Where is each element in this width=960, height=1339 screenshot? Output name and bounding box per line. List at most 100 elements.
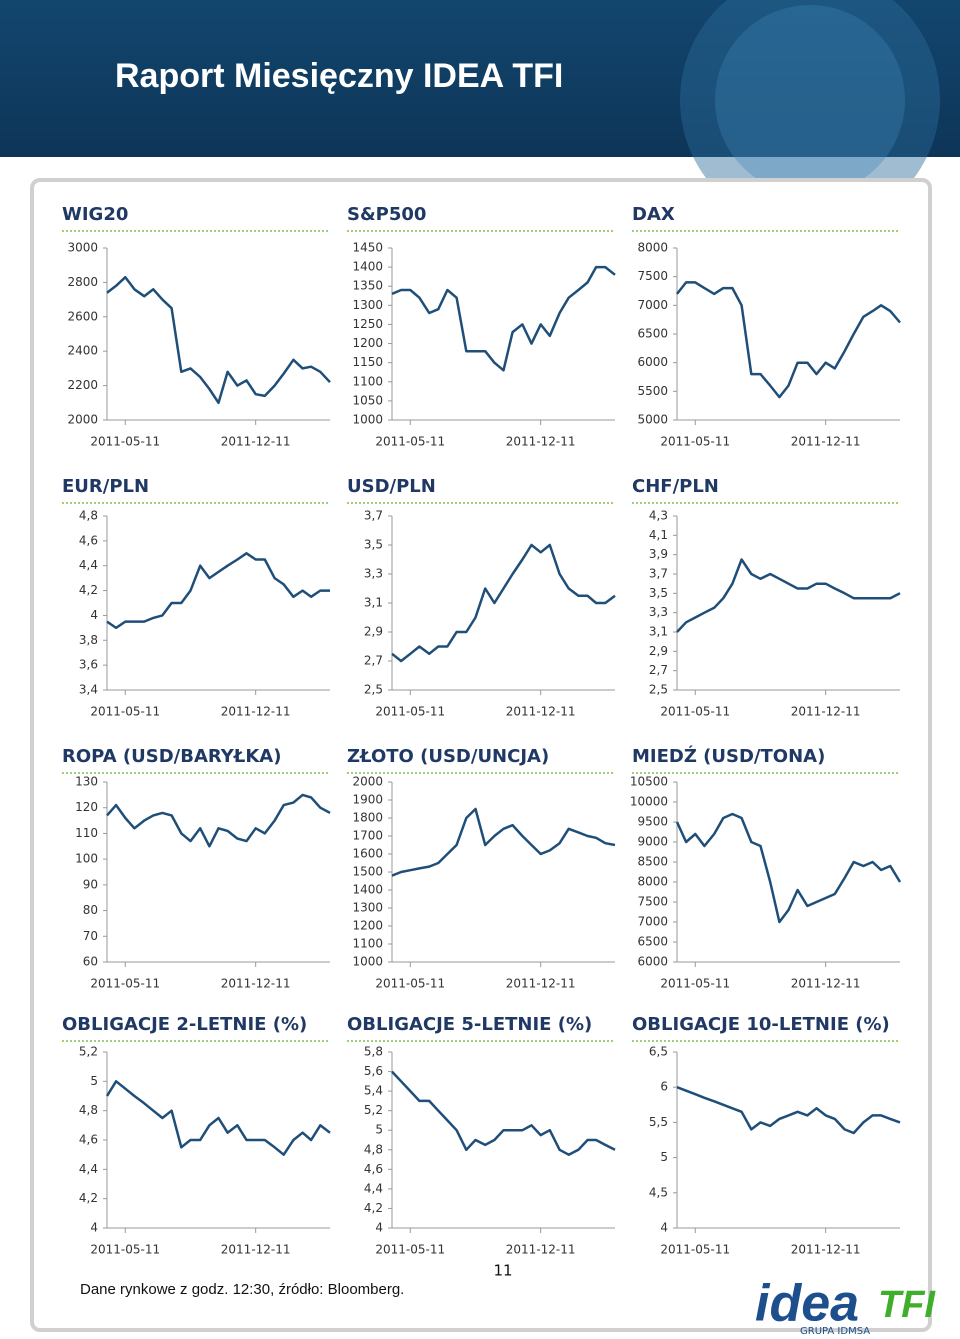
y-tick-label: 4,8 (79, 1103, 98, 1117)
y-tick-label: 5,6 (364, 1064, 383, 1078)
chart-title: EUR/PLN (62, 476, 149, 497)
y-tick-label: 2000 (352, 775, 383, 789)
y-tick-label: 3,3 (649, 605, 668, 619)
y-tick-label: 1000 (352, 955, 383, 969)
y-tick-label: 4,6 (79, 1133, 98, 1147)
x-tick-label: 2011-05-11 (90, 977, 160, 991)
x-tick-label: 2011-12-11 (506, 435, 576, 449)
y-tick-label: 2,9 (364, 625, 383, 639)
x-tick-label: 2011-12-11 (506, 1243, 576, 1257)
y-tick-label: 3,3 (364, 567, 383, 581)
y-tick-label: 4,3 (649, 509, 668, 523)
y-tick-label: 3,7 (364, 509, 383, 523)
x-tick-label: 2011-05-11 (375, 1243, 445, 1257)
y-tick-label: 4,4 (79, 558, 98, 572)
x-tick-label: 2011-12-11 (506, 705, 576, 719)
y-tick-label: 2000 (67, 413, 98, 427)
y-tick-label: 1300 (352, 901, 383, 915)
y-tick-label: 5,2 (79, 1045, 98, 1059)
price-line (675, 812, 902, 924)
x-tick-label: 2011-05-11 (90, 705, 160, 719)
y-tick-label: 6500 (637, 935, 668, 949)
x-tick-label: 2011-05-11 (90, 1243, 160, 1257)
x-tick-label: 2011-12-11 (791, 435, 861, 449)
logo-tfi: TFI (878, 1284, 936, 1326)
price-line (106, 552, 330, 630)
y-tick-label: 5000 (637, 413, 668, 427)
y-tick-label: 4,4 (364, 1181, 383, 1195)
page-title: Raport Miesięczny IDEA TFI (115, 57, 563, 95)
logo-group: GRUPA IDMSA (800, 1326, 870, 1337)
x-tick-label: 2011-12-11 (791, 977, 861, 991)
y-tick-label: 1100 (352, 937, 383, 951)
y-tick-label: 6000 (637, 955, 668, 969)
y-tick-label: 5,2 (364, 1103, 383, 1117)
y-tick-label: 2800 (67, 275, 98, 289)
y-tick-label: 4 (375, 1221, 383, 1235)
chart-title: S&P500 (347, 204, 426, 225)
y-tick-label: 3000 (67, 241, 98, 255)
x-tick-label: 2011-12-11 (221, 977, 291, 991)
y-tick-label: 1350 (352, 279, 383, 293)
x-tick-label: 2011-05-11 (375, 705, 445, 719)
y-tick-label: 5 (660, 1150, 668, 1164)
y-tick-label: 5,4 (364, 1084, 383, 1098)
chart-title: ZŁOTO (USD/UNCJA) (347, 746, 549, 767)
y-tick-label: 3,5 (364, 538, 383, 552)
price-line (676, 281, 901, 399)
chart-title: OBLIGACJE 2-LETNIE (%) (62, 1014, 307, 1035)
y-tick-label: 5,5 (649, 1115, 668, 1129)
x-tick-label: 2011-12-11 (221, 705, 291, 719)
y-tick-label: 2200 (67, 378, 98, 392)
chart-title: ROPA (USD/BARYŁKA) (62, 746, 281, 767)
y-tick-label: 2400 (67, 344, 98, 358)
x-tick-label: 2011-05-11 (660, 1243, 730, 1257)
y-tick-label: 4,2 (79, 583, 98, 597)
y-tick-label: 2,5 (364, 683, 383, 697)
y-tick-label: 9500 (637, 815, 668, 829)
y-tick-label: 3,9 (649, 547, 668, 561)
y-tick-label: 4 (90, 608, 98, 622)
y-tick-label: 10000 (630, 795, 668, 809)
y-tick-label: 1200 (352, 919, 383, 933)
panel (30, 178, 932, 1332)
y-tick-label: 1500 (352, 865, 383, 879)
y-tick-label: 1050 (352, 393, 383, 407)
y-tick-label: 1700 (352, 829, 383, 843)
x-tick-label: 2011-05-11 (90, 435, 160, 449)
y-tick-label: 1250 (352, 317, 383, 331)
chart-title: DAX (632, 204, 675, 225)
price-line (391, 265, 616, 372)
y-tick-label: 1200 (352, 336, 383, 350)
y-tick-label: 1400 (352, 260, 383, 274)
x-tick-label: 2011-05-11 (375, 435, 445, 449)
y-tick-label: 6 (660, 1080, 668, 1094)
y-tick-label: 80 (83, 903, 98, 917)
price-line (676, 1086, 901, 1135)
y-tick-label: 5 (375, 1123, 383, 1137)
globe-inner (715, 5, 905, 195)
y-tick-label: 4,2 (79, 1191, 98, 1205)
y-tick-label: 3,1 (364, 596, 383, 610)
y-tick-label: 5 (90, 1074, 98, 1088)
y-tick-label: 10500 (630, 775, 668, 789)
y-tick-label: 3,7 (649, 567, 668, 581)
y-tick-label: 6,5 (649, 1045, 668, 1059)
y-tick-label: 4,8 (364, 1142, 383, 1156)
price-line (106, 275, 331, 405)
y-tick-label: 110 (75, 826, 98, 840)
page-number: 11 (493, 1262, 512, 1280)
y-tick-label: 4,8 (79, 509, 98, 523)
chart-title: CHF/PLN (632, 476, 719, 497)
y-tick-label: 2,9 (649, 644, 668, 658)
y-tick-label: 1800 (352, 811, 383, 825)
y-tick-label: 4,2 (364, 1201, 383, 1215)
y-tick-label: 3,8 (79, 633, 98, 647)
y-tick-label: 6500 (637, 327, 668, 341)
y-tick-label: 1000 (352, 413, 383, 427)
y-tick-label: 7000 (637, 298, 668, 312)
y-tick-label: 3,6 (79, 658, 98, 672)
y-tick-label: 2,7 (364, 654, 383, 668)
chart-title: WIG20 (62, 204, 128, 225)
